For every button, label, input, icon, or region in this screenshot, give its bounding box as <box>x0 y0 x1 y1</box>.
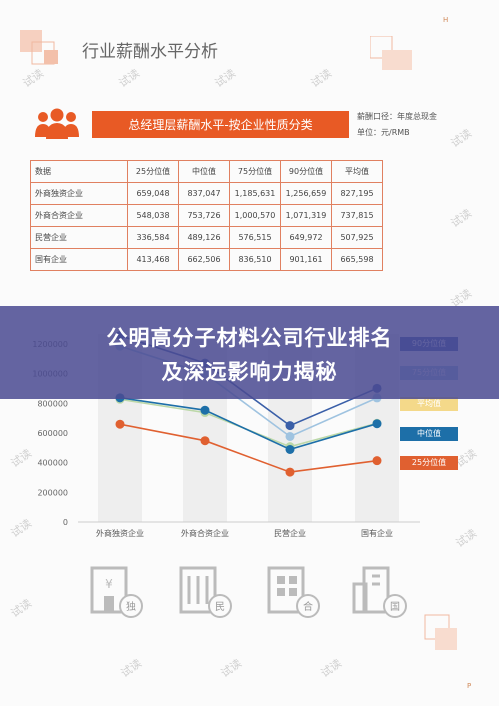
title-overlay-band: 公明高分子材料公司行业排名 及深远影响力揭秘 <box>0 306 499 399</box>
people-group-icon <box>35 108 79 139</box>
icon-badge-label: 合 <box>303 600 313 613</box>
top-right-decoration <box>370 36 412 70</box>
foreign-owned-building-icon: ¥ 独 <box>90 566 143 618</box>
bottom-right-decoration <box>424 614 457 650</box>
overlay-title-line1: 公明高分子材料公司行业排名 <box>106 326 393 350</box>
table-cell: 336,584 <box>127 226 179 249</box>
data-point <box>285 431 295 441</box>
table-cell: 737,815 <box>331 204 383 227</box>
watermark: 试读 <box>8 596 35 621</box>
watermark: 试读 <box>448 126 475 151</box>
table-header-cell: 75分位值 <box>229 160 281 183</box>
watermark: 试读 <box>118 656 145 681</box>
header-letter: H <box>443 16 449 24</box>
table-cell: 659,048 <box>127 182 179 205</box>
private-building-icon: 合 <box>267 566 320 618</box>
table-cell: 836,510 <box>229 248 281 271</box>
table-cell: 民营企业 <box>30 226 128 249</box>
table-header-cell: 25分位值 <box>127 160 179 183</box>
y-tick-label: 200000 <box>37 488 68 497</box>
icon-badge-label: 国 <box>390 601 400 613</box>
table-cell: 901,161 <box>280 248 332 271</box>
legend-item: 25分位值 <box>400 456 458 470</box>
data-point <box>372 456 382 466</box>
data-point <box>200 436 210 446</box>
watermark: 试读 <box>308 66 335 91</box>
table-header-cell: 中位值 <box>178 160 230 183</box>
table-row: 外商独资企业 659,048 837,047 1,185,631 1,256,6… <box>30 182 383 205</box>
joint-venture-building-icon: 民 <box>179 566 232 618</box>
table-cell: 1,185,631 <box>229 182 281 205</box>
yuan-glyph: ¥ <box>105 577 113 591</box>
table-cell: 1,256,659 <box>280 182 332 205</box>
watermark: 试读 <box>218 656 245 681</box>
table-cell: 507,925 <box>331 226 383 249</box>
page-title: 行业薪酬水平分析 <box>82 42 218 62</box>
top-left-decoration <box>20 30 58 65</box>
series-line <box>119 423 378 473</box>
table-cell: 413,468 <box>127 248 179 271</box>
x-tick-label: 国有企业 <box>361 528 393 538</box>
data-point <box>285 444 295 454</box>
watermark: 试读 <box>116 66 143 91</box>
watermark: 试读 <box>448 206 475 231</box>
y-tick-label: 400000 <box>37 459 68 468</box>
y-tick-label: 800000 <box>37 399 68 408</box>
state-owned-building-icon: 国 <box>352 566 407 618</box>
table-header-cell: 平均值 <box>331 160 383 183</box>
x-tick-label: 外商独资企业 <box>96 528 144 538</box>
table-cell: 649,972 <box>280 226 332 249</box>
data-point <box>115 419 125 429</box>
icon-badge-label: 民 <box>215 601 225 613</box>
table-cell: 489,126 <box>178 226 230 249</box>
table-row: 外商合资企业 548,038 753,726 1,000,570 1,071,3… <box>30 204 383 227</box>
table-cell: 753,726 <box>178 204 230 227</box>
table-cell: 827,195 <box>331 182 383 205</box>
section-banner: 总经理层薪酬水平-按企业性质分类 <box>92 111 349 138</box>
table-row: 民营企业 336,584 489,126 576,515 649,972 507… <box>30 226 383 249</box>
footer-letter: P <box>467 682 472 690</box>
table-cell: 国有企业 <box>30 248 128 271</box>
table-cell: 665,598 <box>331 248 383 271</box>
pay-basis-note: 薪酬口径：年度总现金 <box>357 112 437 121</box>
table-cell: 548,038 <box>127 204 179 227</box>
data-point <box>372 419 382 429</box>
legend-item: 平均值 <box>400 397 458 411</box>
x-tick-label: 外商合资企业 <box>181 528 229 538</box>
data-point <box>285 421 295 431</box>
watermark: 试读 <box>318 656 345 681</box>
watermark: 试读 <box>212 66 239 91</box>
table-header-cell: 90分位值 <box>280 160 332 183</box>
table-cell: 1,000,570 <box>229 204 281 227</box>
table-cell: 837,047 <box>178 182 230 205</box>
icon-badge-label: 独 <box>126 600 136 613</box>
table-row: 国有企业 413,468 662,506 836,510 901,161 665… <box>30 248 383 271</box>
section-banner-title: 总经理层薪酬水平-按企业性质分类 <box>128 118 313 132</box>
table-cell: 外商合资企业 <box>30 204 128 227</box>
salary-table: 数据 25分位值 中位值 75分位值 90分位值 平均值 外商独资企业 659,… <box>30 160 383 271</box>
x-tick-label: 民营企业 <box>274 528 306 538</box>
data-point <box>285 467 295 477</box>
table-cell: 外商独资企业 <box>30 182 128 205</box>
table-header-row: 数据 25分位值 中位值 75分位值 90分位值 平均值 <box>30 160 383 183</box>
table-header-cell: 数据 <box>30 160 128 183</box>
table-cell: 576,515 <box>229 226 281 249</box>
table-cell: 662,506 <box>178 248 230 271</box>
unit-note: 单位：元/RMB <box>357 128 410 137</box>
legend-item: 中位值 <box>400 427 458 441</box>
table-cell: 1,071,319 <box>280 204 332 227</box>
data-point <box>200 405 210 415</box>
y-tick-label: 600000 <box>37 429 68 438</box>
series-line <box>119 397 378 451</box>
overlay-title-line2: 及深远影响力揭秘 <box>161 360 338 384</box>
y-tick-label: 0 <box>63 518 68 527</box>
